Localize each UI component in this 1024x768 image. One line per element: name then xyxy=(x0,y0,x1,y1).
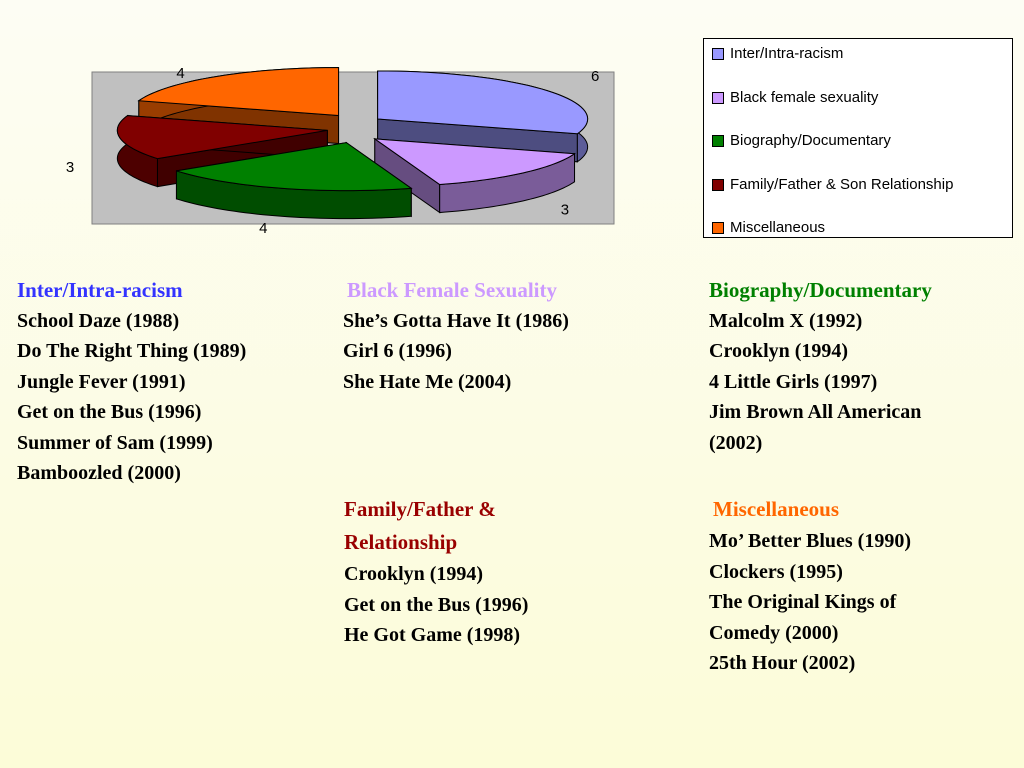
family-section: Family/Father & Relationship Crooklyn (1… xyxy=(344,493,528,651)
legend-swatch xyxy=(712,92,724,104)
legend-label: Family/Father & Son Relationship xyxy=(730,176,954,193)
legend-label: Biography/Documentary xyxy=(730,132,891,149)
film-item: 25th Hour (2002) xyxy=(709,652,856,674)
film-item: Jungle Fever (1991) xyxy=(17,370,186,393)
film-item: Jim Brown All American xyxy=(709,401,922,423)
pie-slice xyxy=(175,141,413,220)
misc-heading: Miscellaneous xyxy=(713,497,839,521)
pie-chart: 4 6 3 3 4 Inter/Intra-racism Black female se… xyxy=(0,0,1024,260)
racism-section: Inter/Intra-racism School Daze (1988) Do… xyxy=(17,275,246,489)
film-item: She’s Gotta Have It (1986) xyxy=(343,309,569,332)
film-item: 4 Little Girls (1997) xyxy=(709,370,878,393)
pie-data-label: 4 xyxy=(259,220,267,237)
film-item: Girl 6 (1996) xyxy=(343,340,452,362)
film-item: Mo’ Better Blues (1990) xyxy=(709,530,911,552)
legend-item: Black female sexuality xyxy=(712,88,1000,107)
film-item: Bamboozled (2000) xyxy=(17,462,181,484)
film-item: (2002) xyxy=(709,431,763,454)
legend-swatch xyxy=(712,135,724,147)
pie-data-label: 3 xyxy=(561,201,569,218)
pie-slice-top xyxy=(373,138,576,186)
film-item: The Original Kings of xyxy=(709,591,897,613)
legend-item: Miscellaneous xyxy=(712,218,1000,237)
film-item: Crooklyn (1994) xyxy=(709,340,849,362)
film-item: Get on the Bus (1996) xyxy=(344,593,529,616)
film-item: Get on the Bus (1996) xyxy=(17,401,202,423)
pie-slice-top xyxy=(116,115,328,160)
pie-data-label: 4 xyxy=(176,65,184,82)
legend-item: Inter/Intra-racism xyxy=(712,44,1000,63)
chart-legend: Inter/Intra-racism Black female sexualit… xyxy=(703,38,1013,238)
film-item: He Got Game (1998) xyxy=(344,624,521,646)
pie-chart-svg: 4 6 3 3 4 xyxy=(66,65,615,237)
pie-data-label: 6 xyxy=(591,68,599,85)
pie-slice xyxy=(373,137,576,214)
film-item: Malcolm X (1992) xyxy=(709,309,863,332)
pie-slice-top xyxy=(176,142,413,192)
legend-label: Inter/Intra-racism xyxy=(730,45,844,62)
legend-item: Family/Father & Son Relationship xyxy=(712,175,1000,194)
pie-slice-top xyxy=(137,67,340,117)
sexuality-section: Black Female Sexuality She’s Gotta Have … xyxy=(343,275,569,397)
legend-swatch xyxy=(712,48,724,60)
misc-section: Miscellaneous Mo’ Better Blues (1990) Cl… xyxy=(709,493,911,679)
family-heading-line1: Family/Father & xyxy=(344,497,496,521)
film-item: She Hate Me (2004) xyxy=(343,370,512,393)
pie-data-label: 3 xyxy=(66,159,74,176)
biography-heading: Biography/Documentary xyxy=(709,278,932,302)
film-item: Clockers (1995) xyxy=(709,560,843,583)
legend-item: Biography/Documentary xyxy=(712,131,1000,150)
pie-slice-top xyxy=(377,70,589,135)
racism-heading: Inter/Intra-racism xyxy=(17,278,183,302)
film-item: Do The Right Thing (1989) xyxy=(17,340,247,362)
film-item: Summer of Sam (1999) xyxy=(17,431,213,454)
legend-swatch xyxy=(712,179,724,191)
biography-section: Biography/Documentary Malcolm X (1992) C… xyxy=(709,275,932,458)
film-item: School Daze (1988) xyxy=(17,309,180,332)
legend-swatch xyxy=(712,222,724,234)
family-heading-line2: Relationship xyxy=(344,530,458,554)
legend-label: Black female sexuality xyxy=(730,89,879,106)
legend-label: Miscellaneous xyxy=(730,219,826,236)
film-item: Comedy (2000) xyxy=(709,621,839,644)
sexuality-heading: Black Female Sexuality xyxy=(347,278,557,302)
film-item: Crooklyn (1994) xyxy=(344,563,484,585)
